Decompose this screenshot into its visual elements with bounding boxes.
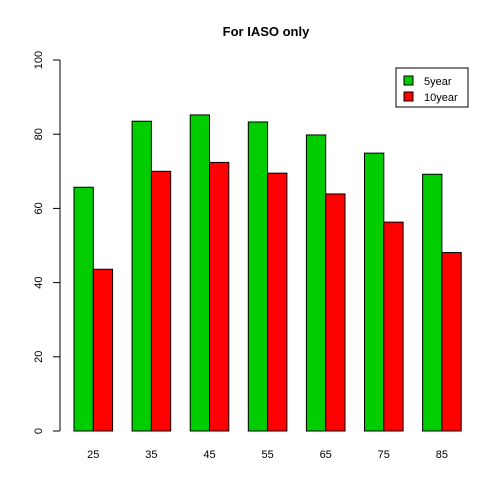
bar-10year-35 <box>150 170 172 432</box>
bar-10year-55 <box>267 172 288 432</box>
x-axis-labels: 25 35 45 55 65 75 85 <box>87 449 448 461</box>
bar-5year-65 <box>305 134 327 432</box>
bar-10year-75 <box>383 221 404 432</box>
x-tick-label: 65 <box>320 449 332 461</box>
y-tick-label: 60 <box>33 202 45 214</box>
legend-label-5year: 5year <box>424 76 452 88</box>
bar-10year-45 <box>209 161 230 432</box>
x-tick-label: 85 <box>436 449 448 461</box>
x-tick-label: 45 <box>203 449 215 461</box>
bar-5year-25 <box>73 186 94 432</box>
bars-group <box>73 114 462 432</box>
legend: 5year 10year <box>395 67 469 108</box>
bar-5year-55 <box>247 121 269 432</box>
legend-swatch-10year <box>403 91 414 102</box>
bar-5year-75 <box>364 152 385 432</box>
legend-swatch-5year <box>403 75 414 86</box>
bar-5year-45 <box>189 114 210 432</box>
y-tick-label: 20 <box>33 351 45 363</box>
x-tick-label: 55 <box>261 449 273 461</box>
x-tick-label: 25 <box>87 449 99 461</box>
y-tick-label: 100 <box>33 51 45 69</box>
x-tick-label: 75 <box>378 449 390 461</box>
bar-10year-85 <box>441 252 462 432</box>
bar-10year-65 <box>325 193 346 432</box>
y-tick-label: 80 <box>33 128 45 140</box>
y-axis-ticks: 0 20 40 60 80 100 <box>33 51 60 434</box>
bar-10year-25 <box>92 268 114 432</box>
bar-5year-35 <box>131 120 152 432</box>
y-tick-label: 40 <box>33 276 45 288</box>
x-tick-label: 35 <box>145 449 157 461</box>
chart-title: For IASO only <box>223 24 310 39</box>
y-tick-label: 0 <box>33 428 45 434</box>
bar-5year-85 <box>422 173 443 432</box>
legend-label-10year: 10year <box>424 92 458 104</box>
